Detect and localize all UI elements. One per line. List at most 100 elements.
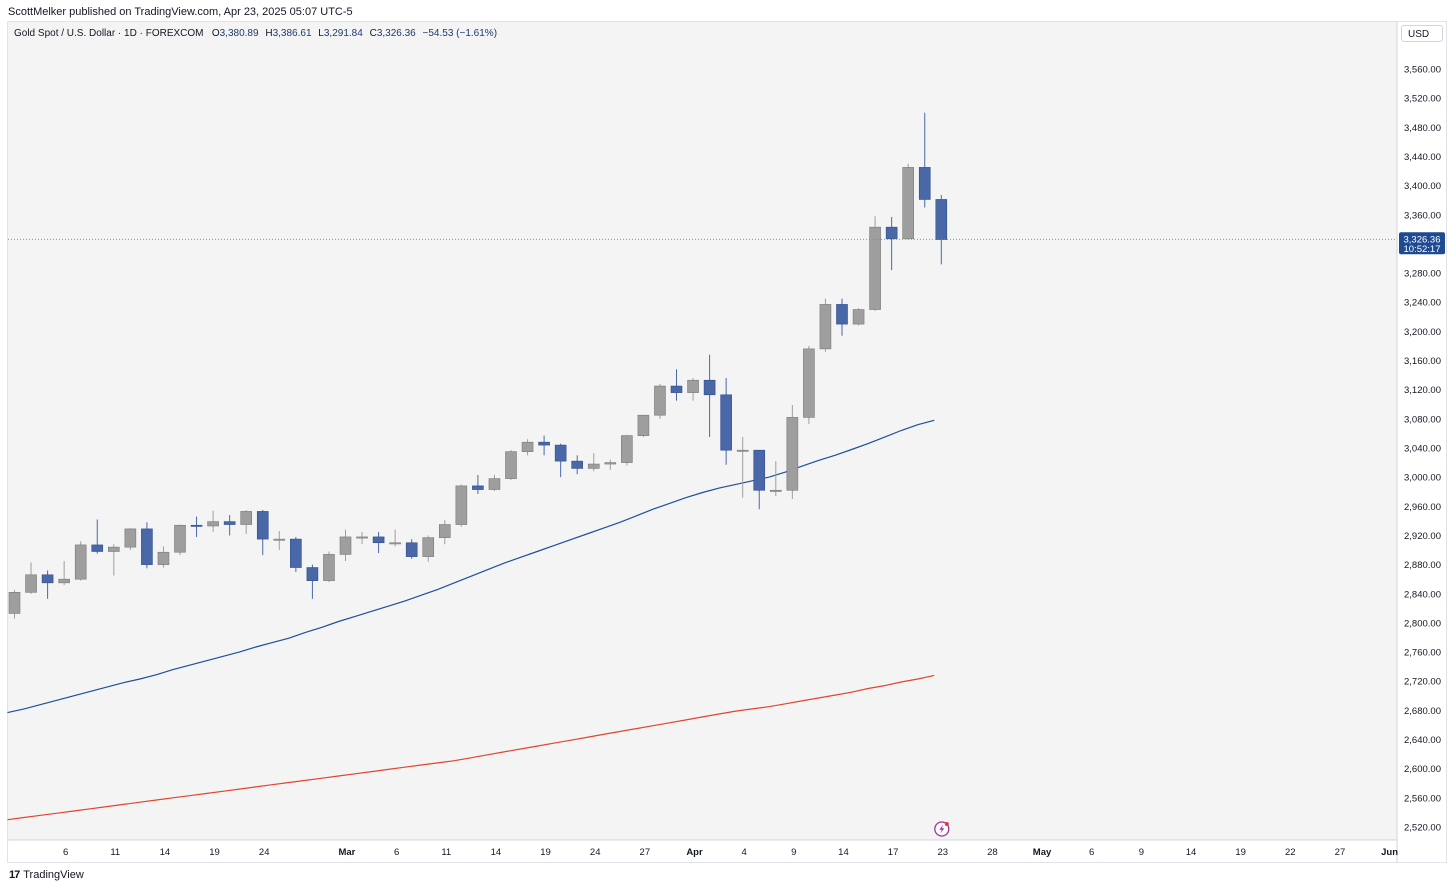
candle-body[interactable] [240,511,252,525]
y-tick-label: 3,080.00 [1404,414,1441,425]
candle-body[interactable] [74,544,87,580]
candle-body[interactable] [554,444,567,462]
x-tick-label: 22 [1285,847,1296,858]
candle-body[interactable] [670,385,683,393]
candle-body[interactable] [604,462,617,465]
x-tick-label: 27 [1335,847,1346,858]
candle-body[interactable] [587,463,600,469]
candle-body[interactable] [290,538,302,568]
candle-body[interactable] [935,199,948,240]
currency-button[interactable]: USD [1401,25,1443,42]
x-tick-label: Jun [1381,847,1398,858]
candle-body[interactable] [339,536,352,555]
candle-body[interactable] [91,544,104,552]
last-price-countdown: 10:52:17 [1404,244,1441,255]
tradingview-logo-icon: 17 [9,869,20,881]
candle-body[interactable] [124,528,137,548]
candle-body[interactable] [323,554,335,581]
legend-low-value: 3,291.84 [323,28,363,39]
y-tick-label: 3,560.00 [1404,65,1441,76]
candle-body[interactable] [885,226,898,240]
candle-body[interactable] [769,489,782,492]
candle-body[interactable] [819,304,832,350]
candle-body[interactable] [273,538,286,541]
candle-body[interactable] [8,592,21,614]
legend-open-label: O [211,28,220,39]
candle-body[interactable] [58,578,70,584]
x-tick-label: 6 [63,847,68,858]
legend-close-label: C [369,28,377,39]
candle-body[interactable] [720,394,732,451]
candle-body[interactable] [902,167,915,240]
candle-body[interactable] [571,460,584,469]
x-tick-label: 14 [491,847,502,858]
candle-body[interactable] [472,485,484,490]
x-tick-label: 23 [937,847,948,858]
candle-body[interactable] [521,441,534,452]
candle-body[interactable] [157,551,170,565]
candle-body[interactable] [141,528,153,565]
candle-body[interactable] [621,435,633,463]
y-tick-label: 2,560.00 [1404,793,1441,804]
y-tick-label: 3,240.00 [1404,298,1441,309]
plot-area[interactable] [8,22,1397,840]
candle-body[interactable] [538,441,550,446]
x-tick-label: 6 [394,847,399,858]
y-tick-label: 2,520.00 [1404,823,1441,834]
y-tick-label: 3,280.00 [1404,269,1441,280]
legend-change: −54.53 (−1.61%) [422,28,498,39]
y-tick-label: 3,520.00 [1404,94,1441,105]
candle-body[interactable] [438,524,451,538]
candle-body[interactable] [207,521,219,527]
candle-body[interactable] [356,536,368,539]
tradingview-brand-label: TradingView [23,869,84,881]
candle-body[interactable] [753,449,766,491]
candle-body[interactable] [256,511,269,540]
tradingview-brand[interactable]: 17 TradingView [9,869,84,881]
candle-body[interactable] [174,524,186,553]
candle-body[interactable] [736,449,749,452]
candle-body[interactable] [372,536,385,544]
y-tick-label: 3,480.00 [1404,123,1441,134]
candle-body[interactable] [505,451,517,479]
candle-body[interactable] [455,485,468,525]
candle-body[interactable] [405,542,418,557]
x-tick-label: 28 [987,847,998,858]
event-dot [944,822,949,826]
last-price-value: 3,326.36 [1404,234,1441,245]
candle-body[interactable] [108,546,120,552]
x-tick-label: 24 [590,847,601,858]
candle-body[interactable] [389,542,401,545]
candle-body[interactable] [637,414,650,436]
x-tick-label: 11 [441,847,451,858]
legend-low-label: L [318,28,324,39]
candle-body[interactable] [803,348,815,418]
candle-body[interactable] [41,574,54,584]
legend-open-value: 3,380.89 [219,28,259,39]
candle-body[interactable] [869,226,881,310]
y-tick-label: 2,840.00 [1404,589,1441,600]
candle-body[interactable] [223,521,236,525]
candle-body[interactable] [654,385,666,416]
y-tick-label: 2,600.00 [1404,764,1441,775]
x-tick-label: 11 [110,847,120,858]
y-tick-label: 3,360.00 [1404,210,1441,221]
candle-body[interactable] [25,574,37,593]
y-tick-label: 2,640.00 [1404,735,1441,746]
y-tick-label: 3,040.00 [1404,444,1441,455]
candle-body[interactable] [786,417,799,491]
candle-body[interactable] [703,379,716,396]
candle-body[interactable] [852,309,865,325]
candle-body[interactable] [918,167,931,200]
x-tick-label: 14 [160,847,171,858]
candle-body[interactable] [687,379,699,393]
candle-body[interactable] [488,478,501,490]
candle-body[interactable] [836,304,848,325]
y-tick-label: 2,960.00 [1404,502,1441,513]
candle-body[interactable] [422,537,435,557]
candle-body[interactable] [190,524,203,527]
candle-body[interactable] [306,567,319,581]
x-tick-label: Mar [338,847,355,858]
x-tick-label: 9 [1139,847,1144,858]
